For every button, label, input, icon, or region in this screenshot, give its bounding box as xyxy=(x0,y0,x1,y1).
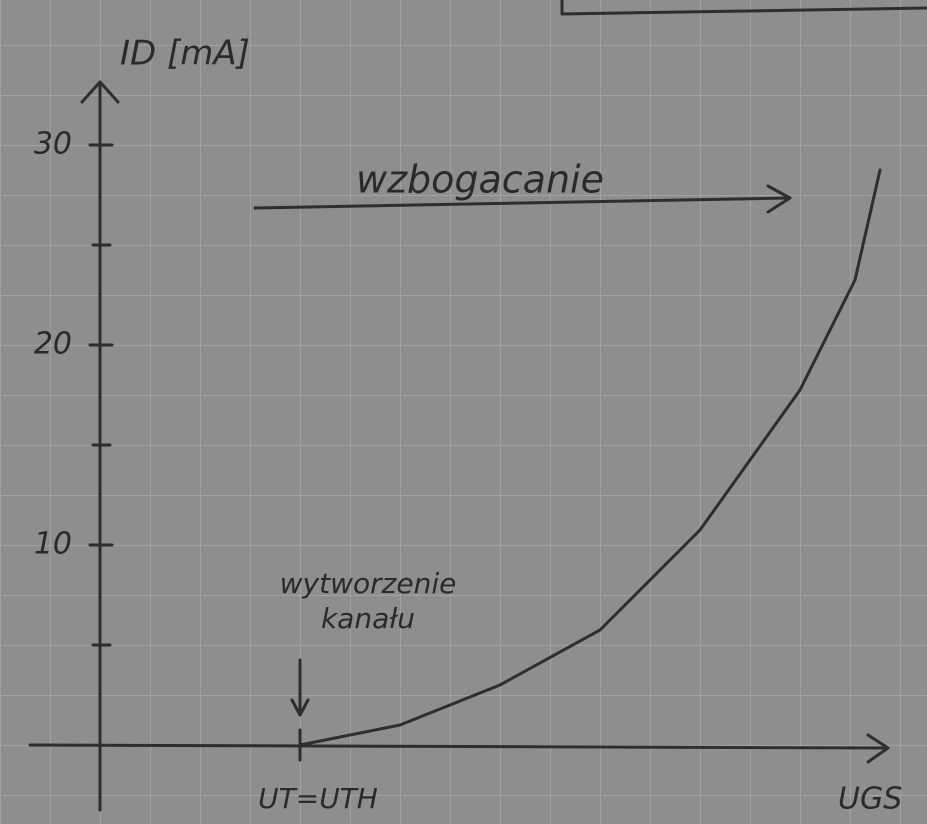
channel-label: kanału xyxy=(321,602,415,635)
x-axis-label: UGS xyxy=(838,782,902,817)
y-tick-label: 10 xyxy=(34,527,72,562)
region-label: wzbogacanie xyxy=(356,158,604,202)
chart: ID [mA] UGS 10 20 30 UT=UTH wytworzeniekanał… xyxy=(0,0,927,824)
threshold-label: UT=UTH xyxy=(258,782,378,815)
y-axis-label: ID [mA] xyxy=(120,34,250,74)
channel-label: wytworzenie xyxy=(280,567,457,600)
y-tick-label: 20 xyxy=(34,327,72,362)
y-tick-label: 30 xyxy=(34,127,72,162)
